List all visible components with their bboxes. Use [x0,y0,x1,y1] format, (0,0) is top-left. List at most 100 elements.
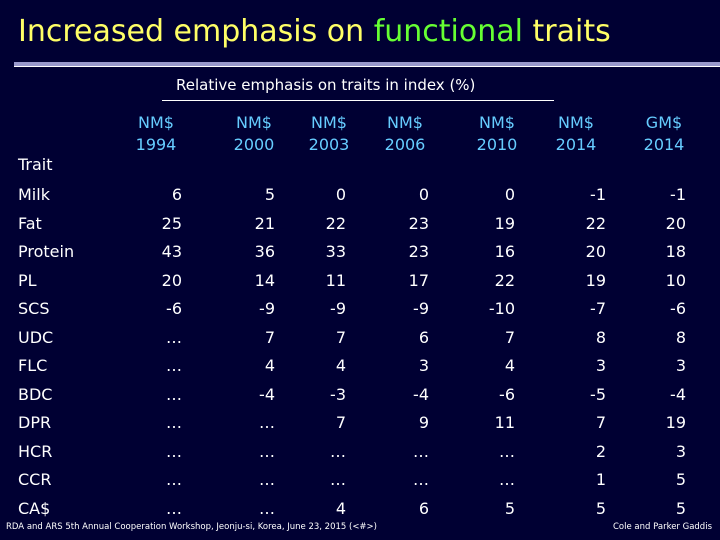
table-cell: 21 [254,213,275,233]
column-header-index: NM$ [311,113,347,132]
footer-citation: RDA and ARS 5th Annual Cooperation Works… [6,522,377,532]
table-cell: -6 [670,299,686,318]
table-cell: … [499,441,515,461]
column-header-year: 2014 [555,135,597,154]
table-cell: -1 [590,185,606,204]
table-cell: … [330,441,346,461]
column-header-year: 2000 [233,135,275,154]
column-header-index: NM$ [138,113,174,132]
table-cell: 16 [494,242,515,261]
table-cell: … [330,470,346,489]
table-cell: … [413,470,429,489]
table-caption: Relative emphasis on traits in index (%) [176,76,476,94]
table-cell: -3 [330,384,346,404]
trait-label: Fat [18,213,42,233]
title-divider [14,62,720,67]
table-cell: 33 [325,242,346,261]
caption-underline [162,100,554,101]
trait-label: HCR [18,441,53,461]
table-cell: … [166,441,182,461]
column-header-index: NM$ [387,113,423,132]
table-cell: -4 [413,384,429,404]
trait-label: BDC [18,384,53,404]
table-row: SCS -6 -9 -9 -9 -10 -7 -6 [0,295,720,323]
table-cell: 0 [504,185,515,204]
table-cell: 25 [161,213,182,233]
column-header: NM$ 2010 [477,112,518,156]
column-header: GM$ 2014 [644,112,685,156]
table-cell: 0 [335,185,346,204]
column-header: NM$ 2014 [556,112,597,156]
table-row: PL 20 14 11 17 22 19 10 [0,267,720,295]
column-header-index: NM$ [558,113,594,132]
table-cell: 8 [595,327,606,347]
table-row: Fat 25 21 22 23 19 22 20 [0,210,720,238]
table-cell: 20 [585,242,606,261]
table-cell: 17 [408,270,429,290]
table-cell: 3 [675,356,686,375]
table-cell: … [413,441,429,461]
table-cell: 3 [675,441,686,461]
trait-label: DPR [18,413,52,432]
column-header-index: NM$ [479,113,515,132]
trait-label: UDC [18,327,54,347]
table-cell: 10 [665,270,686,290]
table-cell: 2 [595,441,606,461]
column-header-index: GM$ [645,113,683,132]
table-cell: 22 [325,213,346,233]
trait-label: CA$ [18,498,51,518]
table-cell: … [259,498,275,518]
table-cell: -6 [166,299,182,318]
table-cell: 7 [335,413,346,432]
trait-label: CCR [18,470,52,489]
table-cell: 14 [254,270,275,290]
table-cell: 5 [675,470,686,489]
table-cell: … [259,441,275,461]
column-header-year: 1994 [135,135,177,154]
table-cell: … [166,470,182,489]
table-row: HCR … … … … … 2 3 [0,438,720,466]
footer-authors: Cole and Parker Gaddis [613,522,712,532]
column-header-year: 2003 [308,135,350,154]
table-cell: -7 [590,299,606,318]
table-cell: 5 [264,185,275,204]
table-row: UDC … 7 7 6 7 8 8 [0,324,720,352]
table-cell: 19 [494,213,515,233]
table-cell: 7 [504,327,515,347]
table-cell: … [166,327,182,347]
trait-label: PL [18,270,37,290]
table-cell: 20 [161,270,182,290]
table-cell: 5 [675,498,686,518]
table-cell: 22 [585,213,606,233]
trait-label: Protein [18,242,75,261]
column-header: NM$ 2000 [234,112,275,156]
table-row: Protein 43 36 33 23 16 20 18 [0,238,720,266]
table-cell: 5 [595,498,606,518]
table-cell: 36 [254,242,275,261]
table-cell: 5 [504,498,515,518]
table-cell: 6 [418,327,429,347]
table-cell: 7 [595,413,606,432]
trait-column-header: Trait [18,155,53,174]
table-row: FLC … 4 4 3 4 3 3 [0,352,720,380]
trait-label: FLC [18,356,48,375]
table-cell: 4 [335,356,346,375]
column-header-index: NM$ [236,113,272,132]
column-header-year: 2010 [476,135,518,154]
table-cell: … [499,470,515,489]
title-prefix: Increased emphasis on [18,14,374,49]
table-cell: 4 [264,356,275,375]
table-cell: 4 [504,356,515,375]
table-cell: -1 [670,185,686,204]
column-header: NM$ 2006 [385,112,426,156]
table-cell: 7 [264,327,275,347]
table-cell: 19 [585,270,606,290]
title-suffix: traits [522,14,611,49]
table-row: CCR … … … … … 1 5 [0,466,720,494]
table-cell: -5 [590,384,606,404]
table-cell: -4 [670,384,686,404]
table-cell: 23 [408,213,429,233]
column-header: NM$ 2003 [309,112,350,156]
title-highlight: functional [373,14,523,49]
table-cell: 11 [325,270,346,290]
